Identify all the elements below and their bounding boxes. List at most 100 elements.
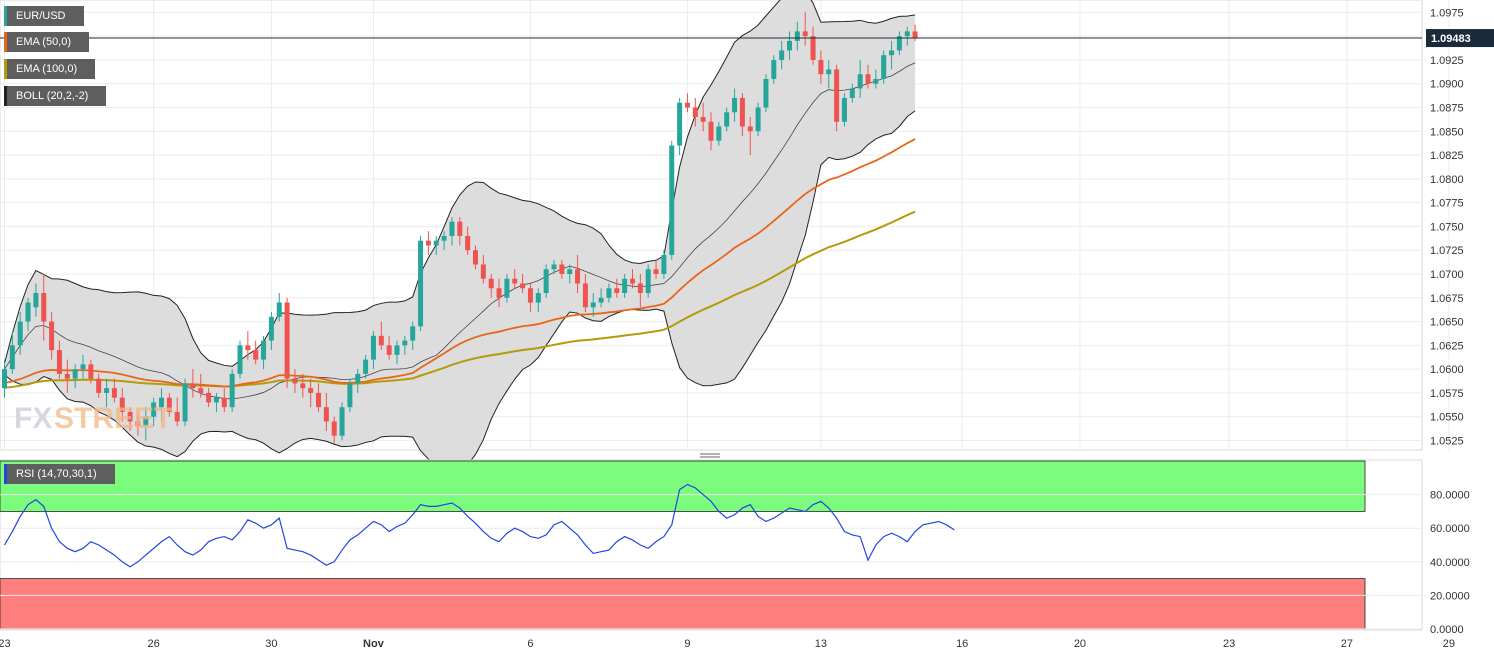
candle-body [802,31,808,37]
legend-boll-swatch [4,86,7,106]
legend-ema100-label: EMA (100,0) [16,63,78,75]
candle-body [25,302,31,322]
candle-body [810,36,816,60]
price-tick-label: 1.0900 [1430,79,1464,91]
price-tick-label: 1.0750 [1430,221,1464,233]
candle-body [9,345,15,370]
legend-boll-label: BOLL (20,2,-2) [16,90,89,102]
candle-body [402,340,408,346]
price-tick-label: 1.0925 [1430,55,1464,67]
candle-body [732,97,738,113]
candle-body [669,145,675,255]
candle-body [708,121,714,141]
candle-body [700,117,706,122]
candle-body [826,69,832,75]
candle-body [684,102,690,108]
time-tick-label: 23 [0,638,11,650]
candle-body [127,411,133,422]
legend-symbol[interactable]: EUR/USD [4,6,84,26]
candle-body [465,235,471,251]
candle-body [284,302,290,379]
candle-body [512,278,518,284]
time-tick-label: 23 [1223,638,1235,650]
candle-body [182,383,188,422]
svg-text:STREET: STREET [54,402,172,435]
rsi-panel: 0.0000 20.0000 40.0000 60.0000 80.0000 [0,459,1470,636]
candle-body [488,278,494,289]
candle-body [559,264,565,274]
candle-body [292,378,298,384]
legend-ema100[interactable]: EMA (100,0) [4,59,95,79]
candle-body [151,402,157,417]
candle-body [457,221,463,236]
candle-body [418,240,424,327]
candle-body [504,278,510,298]
candle-body [637,283,643,294]
candle-body [527,288,533,303]
rsi-oversold-zone [0,578,1366,630]
candle-body [300,383,306,389]
candle-body [308,388,314,393]
candle-body [739,97,745,127]
candle-body [339,407,345,436]
candle-body [692,107,698,118]
price-tick-label: 1.0650 [1430,317,1464,329]
candle-body [480,264,486,279]
bollinger-upper-line [4,0,916,367]
candle-body [449,221,455,236]
candle-body [433,240,439,246]
candle-body [96,378,102,393]
candle-body [64,373,70,379]
candle-body [896,36,902,51]
time-tick-label: 27 [1341,638,1353,650]
candle-body [598,297,604,303]
candle-body [166,397,172,412]
candle-body [677,102,683,146]
candle-body [771,59,777,79]
candle-body [425,240,431,246]
candle-body [724,112,730,127]
rsi-tick-label: 40.0000 [1430,557,1470,569]
time-tick-label: 13 [815,638,827,650]
time-tick-label: 9 [684,638,690,650]
legend-boll[interactable]: BOLL (20,2,-2) [4,86,106,106]
candle-body [818,59,824,75]
rsi-overbought-zone [0,460,1366,512]
price-tick-label: 1.0825 [1430,150,1464,162]
time-tick-label: 6 [527,638,533,650]
candle-body [143,416,149,427]
price-tick-label: 1.0625 [1430,340,1464,352]
candle-body [912,31,918,39]
legend-ema50[interactable]: EMA (50,0) [4,32,89,52]
candle-body [841,97,847,122]
candle-body [787,40,792,51]
candle-body [614,288,620,294]
time-tick-label: 20 [1074,638,1086,650]
price-tick-label: 1.0525 [1430,435,1464,447]
candle-body [865,74,871,84]
price-tick-label: 1.0600 [1430,364,1464,376]
price-tick-label: 1.0550 [1430,412,1464,424]
candle-body [630,278,635,284]
time-tick-label: 26 [148,638,160,650]
price-tick-label: 1.0875 [1430,103,1464,115]
rsi-line [3,483,955,568]
candle-body [386,345,392,355]
time-tick-label: 30 [265,638,277,650]
candle-body [2,369,7,389]
candle-body [237,345,243,374]
legend-rsi-label: RSI (14,70,30,1) [16,468,97,480]
x-axis: 23 26 30 Nov 6 9 13 16 20 23 27 29 [0,638,1455,650]
candle-body [33,293,39,308]
legend-rsi-swatch [4,464,7,484]
candle-body [520,283,526,289]
fxstreet-watermark: FX STREET [14,402,172,435]
candle-body [159,397,164,408]
candle-body [111,388,117,398]
candle-body [88,364,94,379]
candle-body [410,326,416,341]
legend-rsi[interactable]: RSI (14,70,30,1) [4,464,115,484]
price-tick-label: 1.0700 [1430,269,1464,281]
price-axis: 1.0525 1.0550 1.0575 1.0600 1.0625 1.0650 1.06… [0,7,1494,458]
